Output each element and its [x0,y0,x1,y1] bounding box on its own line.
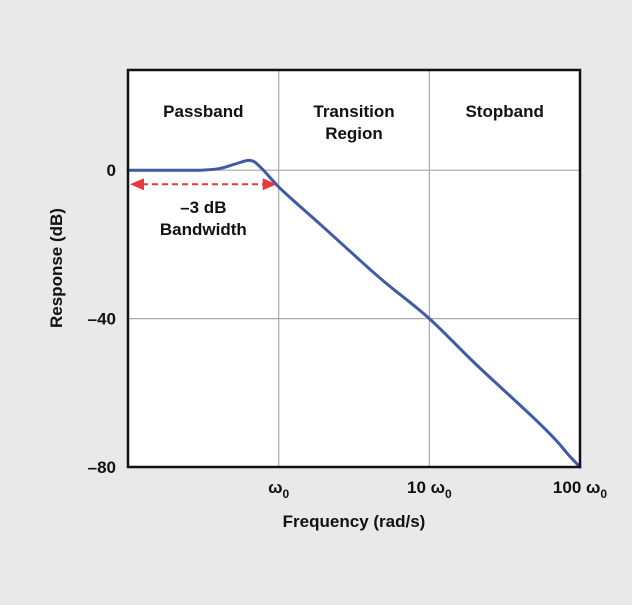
region-label-1-line-1: Region [325,124,383,143]
plot-area-border [126,68,582,469]
x-axis-label: Frequency (rad/s) [283,512,426,531]
x-tick-label-0: ω0 [268,478,289,501]
y-tick-label-2: –80 [88,458,116,477]
tick-labels: 0 –40 –80 ω0 10 ω0 100 ω0 [88,161,608,501]
bandwidth-annotation: –3 dB Bandwidth [130,178,277,239]
bandwidth-arrow-head-right [262,178,277,191]
x-tick-label-1: 10 ω0 [407,478,452,501]
region-labels: Passband Transition Region Stopband [163,102,544,143]
region-label-1-line-0: Transition [313,102,394,121]
region-label-0-line-0: Passband [163,102,243,121]
plot-area-background [128,70,580,467]
response-curve-line [126,158,582,469]
region-label-2-line-0: Stopband [465,102,543,121]
bandwidth-arrow-head-left [130,178,144,191]
y-tick-label-0: 0 [107,161,116,180]
bandwidth-label-line-0: –3 dB [180,198,226,217]
y-tick-label-1: –40 [88,310,116,329]
bandwidth-label-line-1: Bandwidth [160,220,247,239]
x-tick-label-2: 100 ω0 [553,478,607,501]
y-axis-label: Response (dB) [47,208,66,328]
